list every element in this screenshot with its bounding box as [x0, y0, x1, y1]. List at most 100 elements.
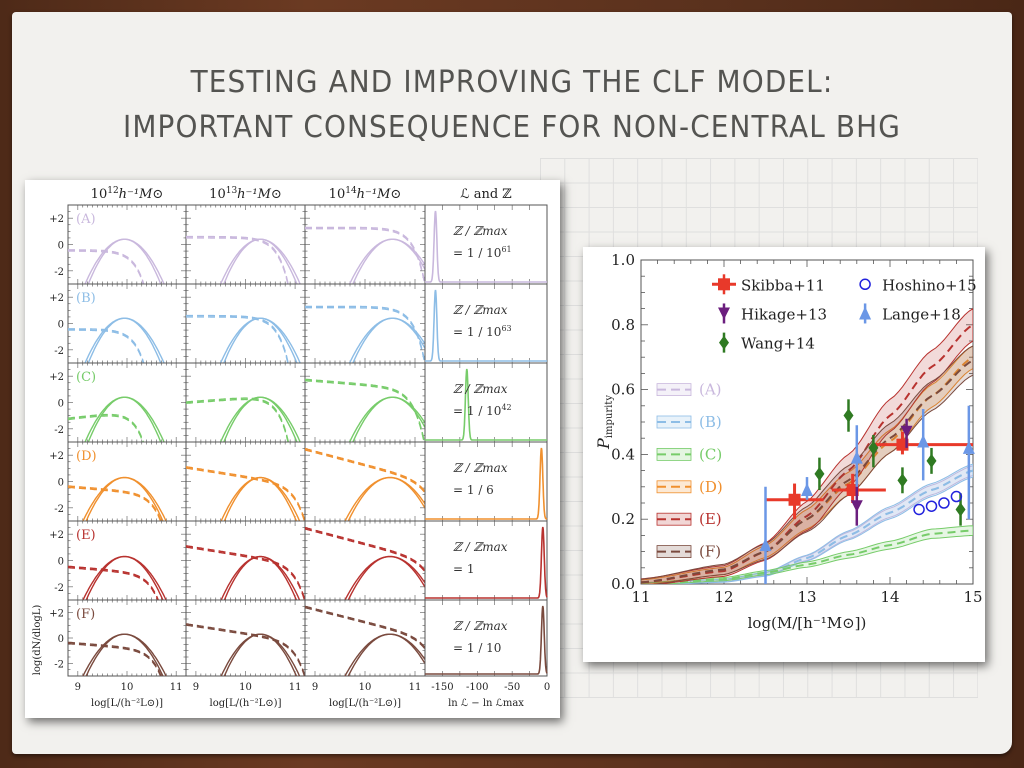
- model-band-area: [641, 345, 973, 584]
- y-tick-label: 1.0: [611, 251, 635, 269]
- x-tick-label: 15: [963, 588, 982, 606]
- satellite-clf-curve: [68, 329, 145, 363]
- x-tick-label: 11: [409, 682, 422, 693]
- satellite-clf-curve: [305, 379, 425, 442]
- y-axis-label: Pimpurity: [594, 395, 615, 450]
- evidence-ratio-value: = 1 / 1063: [453, 324, 512, 339]
- central-clf-curve: [347, 555, 425, 600]
- legend-model-D: (D): [656, 478, 723, 496]
- y-tick-label: +2: [49, 214, 64, 225]
- panel-frame: [424, 283, 548, 364]
- y-tick-label: +2: [49, 609, 64, 620]
- model-label-C: (C): [76, 370, 96, 385]
- model-label-D: (D): [76, 449, 97, 464]
- x-tick-label: 11: [289, 682, 302, 693]
- legend-model-label: (A): [699, 381, 722, 399]
- data-point: [955, 502, 966, 517]
- central-clf-curve: [219, 396, 301, 442]
- satellite-clf-curve: [186, 466, 305, 521]
- evidence-x-tick-label: -150: [431, 682, 453, 693]
- legend-model-B: (B): [656, 413, 722, 431]
- data-point: [913, 503, 925, 516]
- central-clf-curve: [223, 238, 298, 284]
- title-line-1: TESTING AND IMPROVING THE CLF MODEL:: [190, 65, 834, 100]
- evidence-ratio-value: = 1 / 1061: [453, 245, 512, 260]
- model-band-C: [641, 525, 973, 584]
- panel-frame: [304, 441, 426, 522]
- satellite-clf-curve: [305, 526, 425, 571]
- legend-label: Skibba+11: [741, 276, 825, 294]
- evidence-ratio-value: = 1 / 1042: [453, 403, 512, 418]
- satellite-clf-curve: [305, 305, 425, 363]
- central-clf-curve: [219, 238, 301, 284]
- column-title-2: 1014h⁻¹M⊙: [329, 186, 402, 202]
- x-tick-label: 12: [714, 588, 733, 606]
- satellite-clf-curve: [305, 378, 425, 442]
- y-tick-label: 0: [58, 399, 64, 410]
- column-title-3: ℒ and ℤ: [460, 187, 512, 202]
- legend-model-F: (F): [656, 543, 721, 561]
- x-tick-label: 9: [75, 682, 81, 693]
- x-tick-label: 14: [880, 588, 899, 606]
- evidence-ratio-label: ℤ / ℤmax: [453, 540, 508, 554]
- y-tick-label: -2: [54, 504, 64, 515]
- model-label-B: (B): [76, 291, 96, 306]
- model-label-A: (A): [76, 212, 96, 227]
- likelihood-peak: [425, 289, 547, 362]
- satellite-clf-curve: [68, 485, 162, 521]
- satellite-clf-curve: [186, 624, 305, 676]
- legend-hoshino-15: Hoshino+15: [859, 276, 977, 294]
- legend-hikage-13: Hikage+13: [718, 303, 827, 324]
- panel-row-C: (C) +2 0 -2 ℤ / ℤmax = 1 / 1042: [49, 362, 548, 443]
- legend-model-label: (F): [699, 543, 721, 561]
- y-tick-label: -2: [54, 425, 64, 436]
- satellite-clf-curve: [305, 528, 425, 573]
- satellite-clf-curve: [186, 623, 305, 676]
- data-point: [814, 466, 825, 481]
- satellite-clf-curve: [305, 606, 425, 650]
- data-point: [900, 425, 913, 438]
- satellite-clf-curve: [305, 226, 425, 284]
- panel-frame: [185, 520, 306, 601]
- clf-figure-card: 1012h⁻¹M⊙ 1013h⁻¹M⊙ 1014h⁻¹M⊙ ℒ and ℤ log(dN…: [25, 180, 560, 718]
- satellite-clf-curve: [68, 641, 162, 676]
- series-hikage-13: [850, 418, 913, 526]
- central-clf-curve: [219, 317, 301, 363]
- data-point: [938, 497, 950, 509]
- x-tick-label: 11: [631, 588, 650, 606]
- y-tick-label: 0: [58, 478, 64, 489]
- legend-label: Lange+18: [882, 305, 961, 323]
- data-point: [962, 440, 975, 454]
- satellite-clf-curve: [68, 249, 145, 284]
- legend-marker: [718, 278, 730, 291]
- satellite-clf-curve: [186, 546, 305, 600]
- y-tick-label: 0.6: [611, 381, 635, 399]
- central-clf-curve: [348, 317, 425, 363]
- panel-frame: [424, 599, 548, 677]
- evidence-ratio-label: ℤ / ℤmax: [453, 382, 508, 396]
- central-clf-curve: [223, 476, 298, 521]
- central-clf-curve: [84, 317, 165, 363]
- y-tick-label: 0: [58, 241, 64, 252]
- satellite-clf-curve: [68, 328, 145, 363]
- x-tick-label: 9: [193, 682, 199, 693]
- clf-panel-grid-chart: 1012h⁻¹M⊙ 1013h⁻¹M⊙ 1014h⁻¹M⊙ ℒ and ℤ log(dN…: [32, 186, 550, 709]
- model-band-area: [641, 525, 973, 584]
- likelihood-peak: [425, 368, 547, 441]
- legend-lange-18: Lange+18: [859, 303, 961, 324]
- panel-frame: [424, 204, 548, 285]
- evidence-x-tick-label: -100: [466, 682, 488, 693]
- central-clf-curve: [348, 238, 425, 284]
- satellite-clf-curve: [186, 316, 289, 363]
- central-clf-curve: [84, 238, 165, 284]
- model-band-median: [641, 529, 973, 584]
- satellite-clf-curve: [186, 397, 290, 442]
- y-tick-label: 0: [58, 320, 64, 331]
- column-title-1: 1013h⁻¹M⊙: [209, 186, 282, 202]
- x-axis-label: log[L/(h⁻²L⊙)]: [210, 698, 282, 709]
- central-clf-curve: [223, 396, 298, 442]
- legend-model-C: (C): [656, 445, 722, 463]
- data-point: [843, 408, 854, 423]
- data-point: [925, 500, 938, 512]
